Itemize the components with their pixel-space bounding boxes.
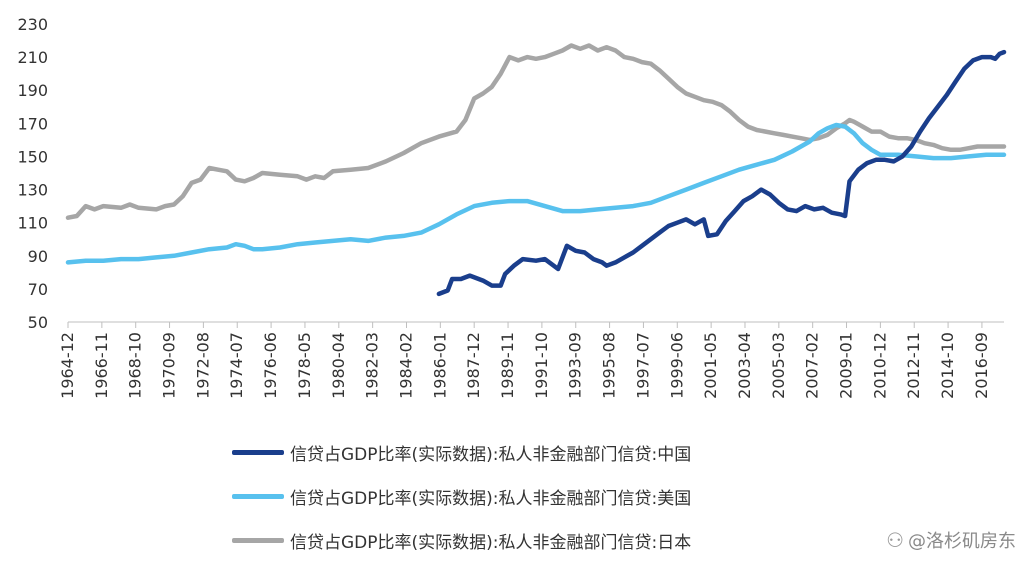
x-tick-label: 2016-09 [972, 332, 991, 399]
x-tick-label: 1976-06 [261, 332, 280, 399]
x-tick-label: 1995-08 [600, 332, 619, 399]
x-tick-label: 2010-12 [870, 332, 889, 399]
legend-label-japan: 信贷占GDP比率(实际数据):私人非金融部门信贷:日本 [290, 532, 692, 553]
x-tick-label: 1964-12 [58, 332, 77, 399]
x-tick-label: 1980-04 [329, 332, 348, 399]
x-tick-label: 2009-01 [837, 332, 856, 399]
y-tick-label: 70 [28, 280, 48, 299]
x-tick-label: 2001-05 [701, 332, 720, 399]
line-chart: 50 70 90 110 130 150 170 190 210 230 1964-12 1966-1… [17, 15, 1007, 399]
series-line-usa [65, 122, 1007, 265]
x-tick-label: 2005-03 [769, 332, 788, 399]
x-tick-label: 1984-02 [396, 332, 415, 399]
x-tick-label: 1982-03 [363, 332, 382, 399]
x-tick-label: 1978-05 [295, 332, 314, 399]
x-tick-label: 1993-09 [566, 332, 585, 399]
watermark-text: @洛杉矶房东 [908, 531, 1016, 552]
weibo-icon: ⚇ [886, 528, 904, 552]
y-tick-label: 210 [17, 48, 48, 67]
chart-legend: 信贷占GDP比率(实际数据):私人非金融部门信贷:中国 信贷占GDP比率(实际数… [232, 430, 691, 562]
watermark: ⚇ @洛杉矶房东 [886, 527, 1016, 553]
y-tick-label: 130 [17, 181, 48, 200]
x-tick-label: 1999-06 [667, 332, 686, 399]
y-tick-label: 230 [17, 15, 48, 34]
legend-label-china: 信贷占GDP比率(实际数据):私人非金融部门信贷:中国 [290, 444, 692, 465]
y-tick-label: 150 [17, 147, 48, 166]
x-tick-label: 1987-12 [464, 332, 483, 399]
x-tick-label: 1966-11 [92, 332, 111, 399]
x-tick-label: 1974-07 [227, 332, 246, 399]
x-tick-label: 2012-11 [904, 332, 923, 399]
x-tick-label: 1968-10 [126, 332, 145, 399]
x-tick-label: 1970-09 [160, 332, 179, 399]
x-tick-label: 2003-04 [735, 332, 754, 399]
x-tick-label: 2014-10 [938, 332, 957, 399]
y-tick-label: 170 [17, 114, 48, 133]
series-line-japan [65, 43, 1007, 220]
x-tick-label: 1997-07 [633, 332, 652, 399]
y-tick-label: 90 [28, 247, 48, 266]
legend-swatch-japan [232, 537, 284, 543]
x-tick-label: 1986-01 [430, 332, 449, 399]
x-tick-label: 1989-11 [498, 332, 517, 399]
y-tick-label: 110 [17, 214, 48, 233]
legend-label-usa: 信贷占GDP比率(实际数据):私人非金融部门信贷:美国 [290, 488, 692, 509]
series-line-china [436, 49, 1007, 297]
legend-item-usa: 信贷占GDP比率(实际数据):私人非金融部门信贷:美国 [232, 474, 691, 518]
y-tick-label: 50 [28, 313, 48, 332]
x-tick-label: 1991-10 [532, 332, 551, 399]
legend-item-china: 信贷占GDP比率(实际数据):私人非金融部门信贷:中国 [232, 430, 691, 474]
legend-swatch-usa [232, 493, 284, 499]
y-tick-label: 190 [17, 81, 48, 100]
x-tick-label: 2007-02 [803, 332, 822, 399]
x-tick-label: 1972-08 [193, 332, 212, 399]
legend-item-japan: 信贷占GDP比率(实际数据):私人非金融部门信贷:日本 [232, 518, 691, 562]
legend-swatch-china [232, 449, 284, 455]
